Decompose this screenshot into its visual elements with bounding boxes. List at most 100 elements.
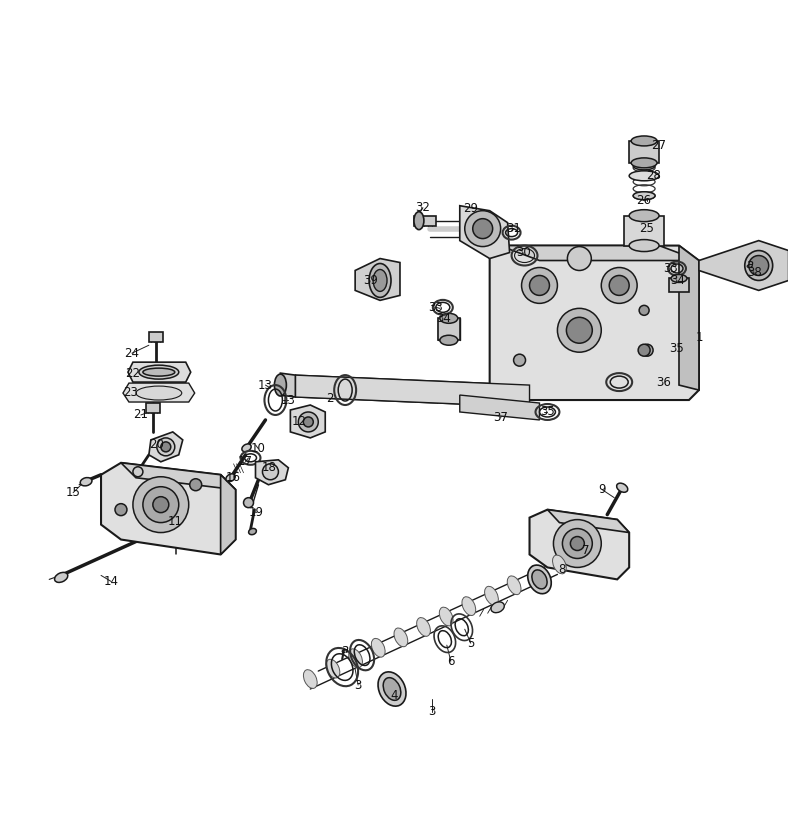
Polygon shape <box>460 395 540 420</box>
Text: 33: 33 <box>664 262 679 275</box>
Ellipse shape <box>80 478 92 486</box>
Text: 35: 35 <box>670 342 684 355</box>
Circle shape <box>609 275 629 295</box>
Polygon shape <box>460 206 510 259</box>
Text: 6: 6 <box>447 654 454 667</box>
Polygon shape <box>101 463 236 554</box>
Text: 32: 32 <box>416 201 430 214</box>
Ellipse shape <box>528 565 552 593</box>
Text: 20: 20 <box>149 439 164 452</box>
Polygon shape <box>679 246 699 390</box>
Text: 10: 10 <box>251 442 266 455</box>
Text: 33: 33 <box>428 301 443 314</box>
Ellipse shape <box>633 192 655 199</box>
Text: 3: 3 <box>428 706 436 719</box>
Text: 21: 21 <box>133 409 148 422</box>
Polygon shape <box>128 362 191 382</box>
Circle shape <box>133 466 143 477</box>
Text: 31: 31 <box>506 222 521 235</box>
Ellipse shape <box>552 555 567 574</box>
Text: 38: 38 <box>747 266 762 279</box>
Polygon shape <box>699 241 789 291</box>
Ellipse shape <box>617 484 628 492</box>
Circle shape <box>557 309 601 352</box>
Polygon shape <box>121 463 236 490</box>
Polygon shape <box>290 405 325 438</box>
Ellipse shape <box>629 210 659 221</box>
Ellipse shape <box>242 444 251 452</box>
Circle shape <box>639 305 649 315</box>
Ellipse shape <box>54 572 68 583</box>
Text: 35: 35 <box>540 405 555 418</box>
Text: 28: 28 <box>645 169 660 182</box>
Text: 27: 27 <box>652 139 667 152</box>
Circle shape <box>749 256 768 275</box>
Ellipse shape <box>369 264 391 297</box>
Text: 30: 30 <box>516 246 531 259</box>
Ellipse shape <box>136 386 181 400</box>
Circle shape <box>570 536 585 550</box>
Ellipse shape <box>631 158 657 168</box>
Text: 24: 24 <box>125 347 140 360</box>
Circle shape <box>143 487 179 523</box>
Ellipse shape <box>491 602 504 613</box>
Ellipse shape <box>373 269 387 291</box>
Circle shape <box>303 417 313 427</box>
Text: 7: 7 <box>581 544 589 557</box>
Text: 19: 19 <box>249 506 264 519</box>
Circle shape <box>161 442 170 452</box>
Circle shape <box>529 275 549 295</box>
Circle shape <box>115 504 127 515</box>
Bar <box>629 141 659 163</box>
Ellipse shape <box>372 638 385 657</box>
Text: 13: 13 <box>258 379 273 392</box>
Circle shape <box>263 464 279 479</box>
Ellipse shape <box>139 365 179 379</box>
Polygon shape <box>123 383 195 402</box>
Text: 34: 34 <box>436 312 451 325</box>
Text: 1: 1 <box>695 330 703 344</box>
Circle shape <box>133 477 189 532</box>
Polygon shape <box>499 246 699 260</box>
Polygon shape <box>548 510 629 532</box>
Text: 39: 39 <box>364 274 379 287</box>
Ellipse shape <box>143 368 175 376</box>
Ellipse shape <box>484 586 499 605</box>
Circle shape <box>514 354 525 366</box>
Ellipse shape <box>633 162 655 170</box>
Bar <box>414 216 436 225</box>
Text: 15: 15 <box>65 486 80 499</box>
Text: 4: 4 <box>391 689 398 702</box>
Ellipse shape <box>414 212 424 230</box>
Ellipse shape <box>378 672 406 707</box>
Text: 9: 9 <box>599 484 606 497</box>
Text: 16: 16 <box>226 471 241 484</box>
Bar <box>669 278 689 292</box>
Text: 23: 23 <box>124 386 138 399</box>
Text: 17: 17 <box>238 455 253 468</box>
Ellipse shape <box>631 136 657 146</box>
Ellipse shape <box>629 239 659 252</box>
Polygon shape <box>490 246 699 400</box>
Polygon shape <box>529 510 629 580</box>
Bar <box>438 318 460 340</box>
Text: 12: 12 <box>292 415 307 428</box>
Circle shape <box>153 497 169 513</box>
Ellipse shape <box>439 313 458 323</box>
Ellipse shape <box>383 677 401 700</box>
Bar <box>624 216 664 246</box>
Text: 34: 34 <box>671 274 686 287</box>
Ellipse shape <box>394 628 408 647</box>
Text: 8: 8 <box>559 563 566 576</box>
Text: 3: 3 <box>354 679 362 692</box>
Polygon shape <box>295 375 529 407</box>
Ellipse shape <box>249 528 256 535</box>
Ellipse shape <box>532 570 547 589</box>
Ellipse shape <box>439 607 453 626</box>
Text: 5: 5 <box>467 637 474 650</box>
Ellipse shape <box>275 374 286 396</box>
Text: 18: 18 <box>262 462 277 475</box>
Text: 25: 25 <box>638 222 653 235</box>
Ellipse shape <box>439 335 458 345</box>
Bar <box>146 403 160 413</box>
